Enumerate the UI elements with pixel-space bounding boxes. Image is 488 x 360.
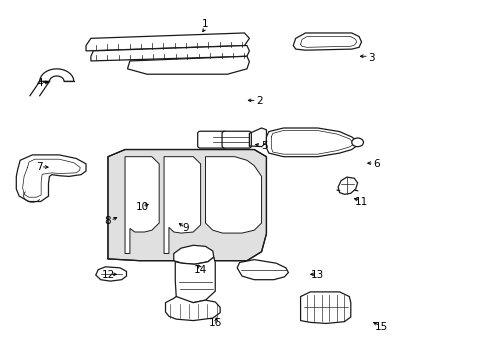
Polygon shape <box>91 45 249 61</box>
Text: 7: 7 <box>36 162 43 172</box>
Polygon shape <box>125 157 159 253</box>
Polygon shape <box>86 33 249 51</box>
Polygon shape <box>165 297 220 320</box>
Circle shape <box>351 138 363 147</box>
Polygon shape <box>237 260 288 280</box>
Polygon shape <box>127 56 249 74</box>
Polygon shape <box>173 245 213 264</box>
Text: 15: 15 <box>374 322 387 332</box>
Text: 16: 16 <box>208 319 222 328</box>
FancyBboxPatch shape <box>222 131 251 148</box>
Text: 12: 12 <box>101 270 114 280</box>
Text: 13: 13 <box>310 270 324 280</box>
Text: 4: 4 <box>36 78 43 88</box>
Polygon shape <box>337 177 357 194</box>
Polygon shape <box>205 157 261 233</box>
Polygon shape <box>96 267 126 281</box>
Text: 3: 3 <box>367 53 374 63</box>
Text: 6: 6 <box>372 159 379 169</box>
Polygon shape <box>163 157 200 253</box>
Text: 2: 2 <box>255 96 262 106</box>
Text: 8: 8 <box>104 216 111 226</box>
Text: 11: 11 <box>354 197 367 207</box>
Text: 1: 1 <box>202 19 208 29</box>
Polygon shape <box>175 257 215 303</box>
Text: 9: 9 <box>183 224 189 233</box>
Text: 5: 5 <box>260 141 267 151</box>
Polygon shape <box>16 155 86 202</box>
Text: 14: 14 <box>194 265 207 275</box>
Text: 10: 10 <box>135 202 148 212</box>
Polygon shape <box>108 149 266 261</box>
Polygon shape <box>300 292 350 323</box>
FancyBboxPatch shape <box>197 131 226 148</box>
Polygon shape <box>266 128 356 157</box>
Polygon shape <box>293 33 361 50</box>
